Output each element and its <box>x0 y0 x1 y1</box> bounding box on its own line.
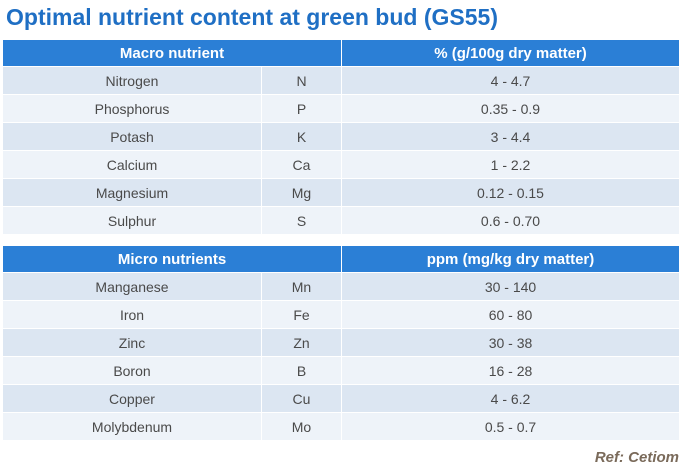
table-cell: Nitrogen <box>3 67 262 95</box>
table-cell: 0.6 - 0.70 <box>342 207 680 235</box>
table-cell: 4 - 4.7 <box>342 67 680 95</box>
reference: Ref: Cetiom <box>594 449 679 466</box>
header-cell: Micro nutrients <box>3 246 342 273</box>
table-cell: N <box>262 67 342 95</box>
table-cell: Calcium <box>3 151 262 179</box>
table-cell: Mo <box>262 413 342 441</box>
table-cell: 0.35 - 0.9 <box>342 95 680 123</box>
table-cell: Mg <box>262 179 342 207</box>
table-cell: Boron <box>3 357 262 385</box>
table-cell: Manganese <box>3 273 262 301</box>
table-cell: K <box>262 123 342 151</box>
table-cell: 30 - 38 <box>342 329 680 357</box>
table-cell: Zn <box>262 329 342 357</box>
table-cell: Sulphur <box>3 207 262 235</box>
table-cell: 30 - 140 <box>342 273 680 301</box>
table-cell: B <box>262 357 342 385</box>
header-cell: ppm (mg/kg dry matter) <box>342 246 680 273</box>
table-cell: Phosphorus <box>3 95 262 123</box>
table-cell: Magnesium <box>3 179 262 207</box>
table-cell: Fe <box>262 301 342 329</box>
table-cell: 1 - 2.2 <box>342 151 680 179</box>
table-cell: 4 - 6.2 <box>342 385 680 413</box>
table-cell: S <box>262 207 342 235</box>
header-cell: Macro nutrient <box>3 40 342 67</box>
table-cell: 60 - 80 <box>342 301 680 329</box>
table-cell: 0.12 - 0.15 <box>342 179 680 207</box>
table-cell: Potash <box>3 123 262 151</box>
table-cell: Molybdenum <box>3 413 262 441</box>
table-cell: 0.5 - 0.7 <box>342 413 680 441</box>
table-cell: Zinc <box>3 329 262 357</box>
table-cell: Copper <box>3 385 262 413</box>
header-cell: % (g/100g dry matter) <box>342 40 680 67</box>
table-cell: Iron <box>3 301 262 329</box>
table-cell: 3 - 4.4 <box>342 123 680 151</box>
table-cell: Ca <box>262 151 342 179</box>
title: Optimal nutrient content at green bud (G… <box>6 4 498 30</box>
table-cell: Cu <box>262 385 342 413</box>
table-cell: Mn <box>262 273 342 301</box>
table-cell: P <box>262 95 342 123</box>
table-cell: 16 - 28 <box>342 357 680 385</box>
